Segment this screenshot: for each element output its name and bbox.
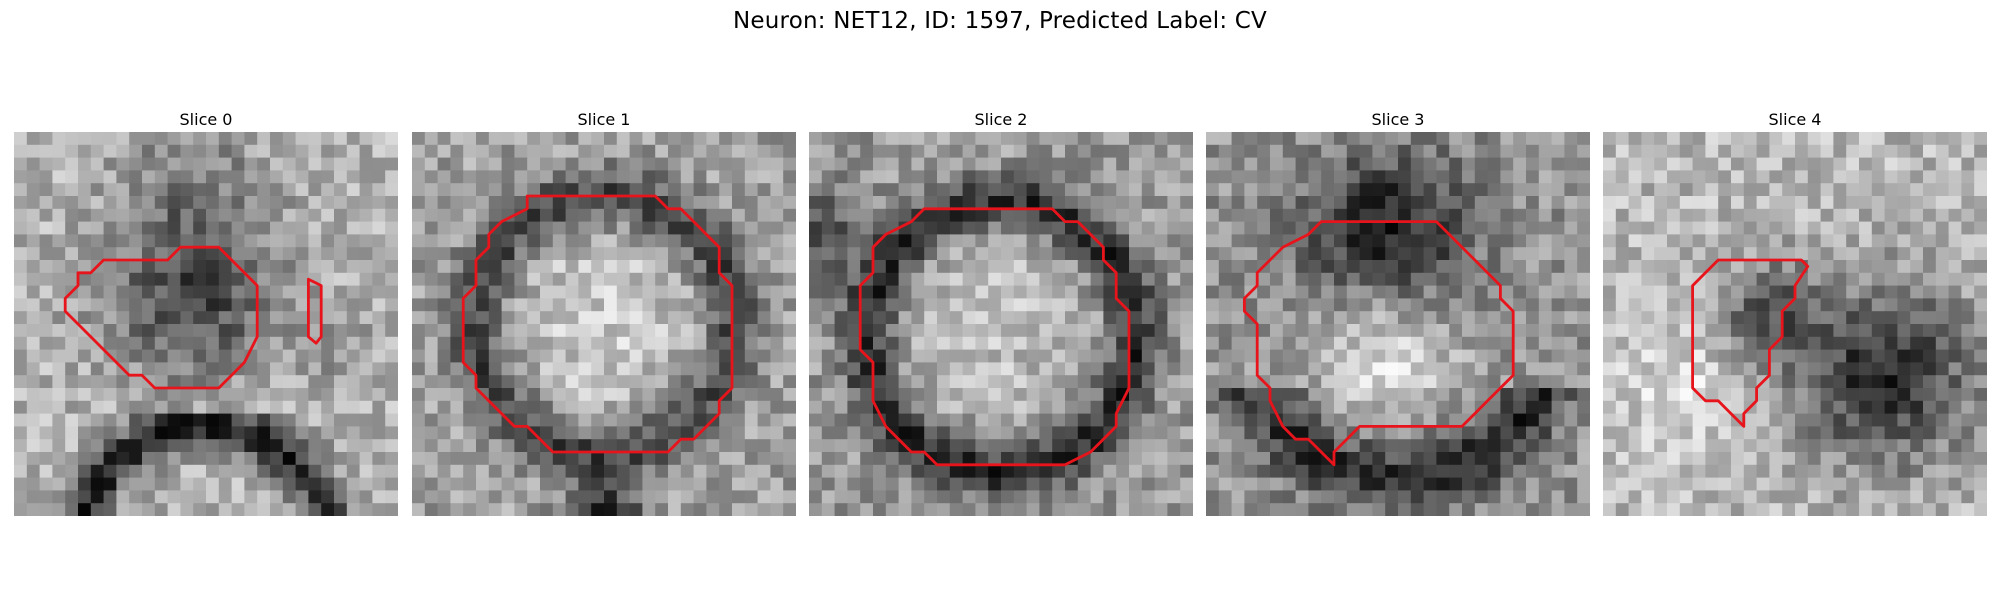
pixel-grid [14,132,398,516]
pixel-grid [1603,132,1987,516]
segmentation-contour-4-0 [1691,258,1810,428]
slice-title-1: Slice 1 [577,110,631,129]
slice-panel-4: Slice 4 [1603,108,1987,516]
slice-image-2 [809,132,1193,516]
pixel-grid [809,132,1193,516]
segmentation-contour-1-0 [461,194,734,454]
slice-panel-2: Slice 2 [809,108,1193,516]
slice-image-0 [14,132,398,516]
slice-image-1 [412,132,796,516]
segmentation-contour-3-0 [1242,220,1515,467]
slice-title-2: Slice 2 [974,110,1028,129]
segmentation-contour-2-0 [858,207,1131,467]
slice-panel-0: Slice 0 [14,108,398,516]
slice-title-3: Slice 3 [1371,110,1425,129]
slice-title-4: Slice 4 [1768,110,1822,129]
pixel-grid [1206,132,1590,516]
figure-title: Neuron: NET12, ID: 1597, Predicted Label… [733,8,1267,34]
slice-panel-1: Slice 1 [412,108,796,516]
slice-image-3 [1206,132,1590,516]
segmentation-contour-0-0 [63,245,259,390]
pixel-grid [412,132,796,516]
slice-panel-3: Slice 3 [1206,108,1590,516]
segmentation-contour-0-1 [306,277,323,345]
slice-image-4 [1603,132,1987,516]
slice-title-0: Slice 0 [179,110,233,129]
